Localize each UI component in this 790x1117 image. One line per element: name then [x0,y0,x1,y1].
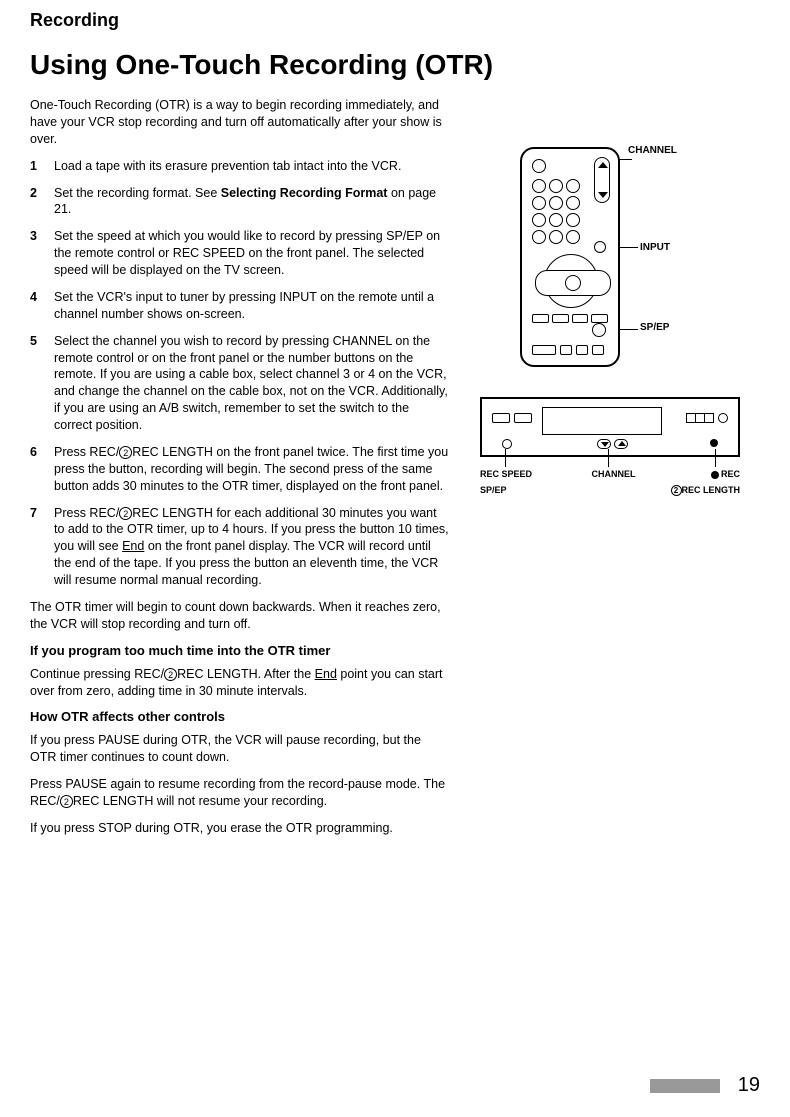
content-row: One-Touch Recording (OTR) is a way to be… [30,97,760,847]
channel-rocker-icon [594,157,610,203]
input-button-icon [594,241,606,253]
step-text: Set the recording format. See [54,186,221,200]
step-5: 5 Select the channel you wish to record … [30,333,450,434]
after-steps-paragraph: The OTR timer will begin to count down b… [30,599,450,633]
main-title: Using One-Touch Recording (OTR) [30,49,760,81]
number-pad-icon [532,179,580,244]
rec-text: REC [721,469,740,479]
step-1: 1 Load a tape with its erasure preventio… [30,158,450,175]
leader-line [618,159,632,160]
step-text-bold: Selecting Recording Format [221,186,388,200]
spep-panel-label: SP/EP [480,485,507,496]
step-number: 3 [30,228,54,279]
spep-panel-button-icon [502,439,512,449]
step-text: Load a tape with its erasure prevention … [54,159,401,173]
step-body: Press REC/2REC LENGTH on the front panel… [54,444,450,495]
leader-line [620,329,638,330]
vcr-diagram: REC SPEED CHANNEL REC SP/EP 2REC LENGTH [480,397,740,496]
channel-panel-label: CHANNEL [592,469,636,479]
step-2: 2 Set the recording format. See Selectin… [30,185,450,219]
page-bar [650,1079,720,1093]
leader-line [620,247,638,248]
text-column: One-Touch Recording (OTR) is a way to be… [30,97,450,847]
circled-number-icon: 2 [164,668,177,681]
step-body: Press REC/2REC LENGTH for each additiona… [54,505,450,589]
step-body: Set the recording format. See Selecting … [54,185,450,219]
vcr-body [480,397,740,457]
right-buttons-icon [686,413,728,423]
step-body: Set the speed at which you would like to… [54,228,450,279]
step-body: Set the VCR's input to tuner by pressing… [54,289,450,323]
step-7: 7 Press REC/2REC LENGTH for each additio… [30,505,450,589]
step-number: 6 [30,444,54,495]
step-body: Load a tape with its erasure prevention … [54,158,450,175]
too-much-paragraph: Continue pressing REC/2REC LENGTH. After… [30,666,450,700]
step-4: 4 Set the VCR's input to tuner by pressi… [30,289,450,323]
rec-dot-icon [711,471,719,479]
rec-dot-icon [710,439,718,447]
vcr-labels-row2: SP/EP 2REC LENGTH [480,485,740,496]
intro-paragraph: One-Touch Recording (OTR) is a way to be… [30,97,450,148]
circled-number-icon: 2 [119,446,132,459]
step-text: Press REC/ [54,445,119,459]
section-title: Recording [30,10,760,31]
subheading-other-controls: How OTR affects other controls [30,709,450,724]
spep-label: SP/EP [640,322,669,333]
reclength-label: 2REC LENGTH [671,485,741,496]
step-number: 2 [30,185,54,219]
spep-button-icon [592,323,606,337]
step-text: Press REC/ [54,506,119,520]
subheading-too-much: If you program too much time into the OT… [30,643,450,658]
page-number: 19 [738,1074,760,1097]
image-column: CHANNEL INPUT SP/EP [470,97,750,847]
bottom-row-icon [532,345,604,355]
tape-slot-icon [542,407,662,435]
step-number: 1 [30,158,54,175]
leader-line [715,449,716,467]
pause2-paragraph: Press PAUSE again to resume recording fr… [30,776,450,810]
para-text: Continue pressing REC/ [30,667,164,681]
step-number: 5 [30,333,54,434]
stop-paragraph: If you press STOP during OTR, you erase … [30,820,450,837]
leader-line [608,449,609,467]
para-text: REC LENGTH. After the [177,667,315,681]
circled-number-icon: 2 [119,507,132,520]
leader-line [505,449,506,467]
power-button-icon [532,159,546,173]
channel-panel-buttons-icon [597,439,628,449]
step-text-underline: End [122,539,144,553]
step-number: 4 [30,289,54,323]
remote-body [520,147,620,367]
step-number: 7 [30,505,54,589]
pause-paragraph: If you press PAUSE during OTR, the VCR w… [30,732,450,766]
vcr-labels-row1: REC SPEED CHANNEL REC [480,469,740,479]
para-text: REC LENGTH will not resume your recordin… [73,794,327,808]
dpad-icon [544,254,598,308]
rec-label: REC [711,469,740,479]
step-body: Select the channel you wish to record by… [54,333,450,434]
left-buttons-icon [492,413,532,423]
para-text-underline: End [315,667,337,681]
channel-label: CHANNEL [628,145,677,156]
recspeed-label: REC SPEED [480,469,532,479]
mid-buttons-icon [532,314,608,323]
remote-diagram: CHANNEL INPUT SP/EP [520,147,700,367]
step-3: 3 Set the speed at which you would like … [30,228,450,279]
circled-number-icon: 2 [60,795,73,808]
input-label: INPUT [640,242,670,253]
step-6: 6 Press REC/2REC LENGTH on the front pan… [30,444,450,495]
reclength-text: REC LENGTH [682,485,741,495]
circled-number-icon: 2 [671,485,682,496]
